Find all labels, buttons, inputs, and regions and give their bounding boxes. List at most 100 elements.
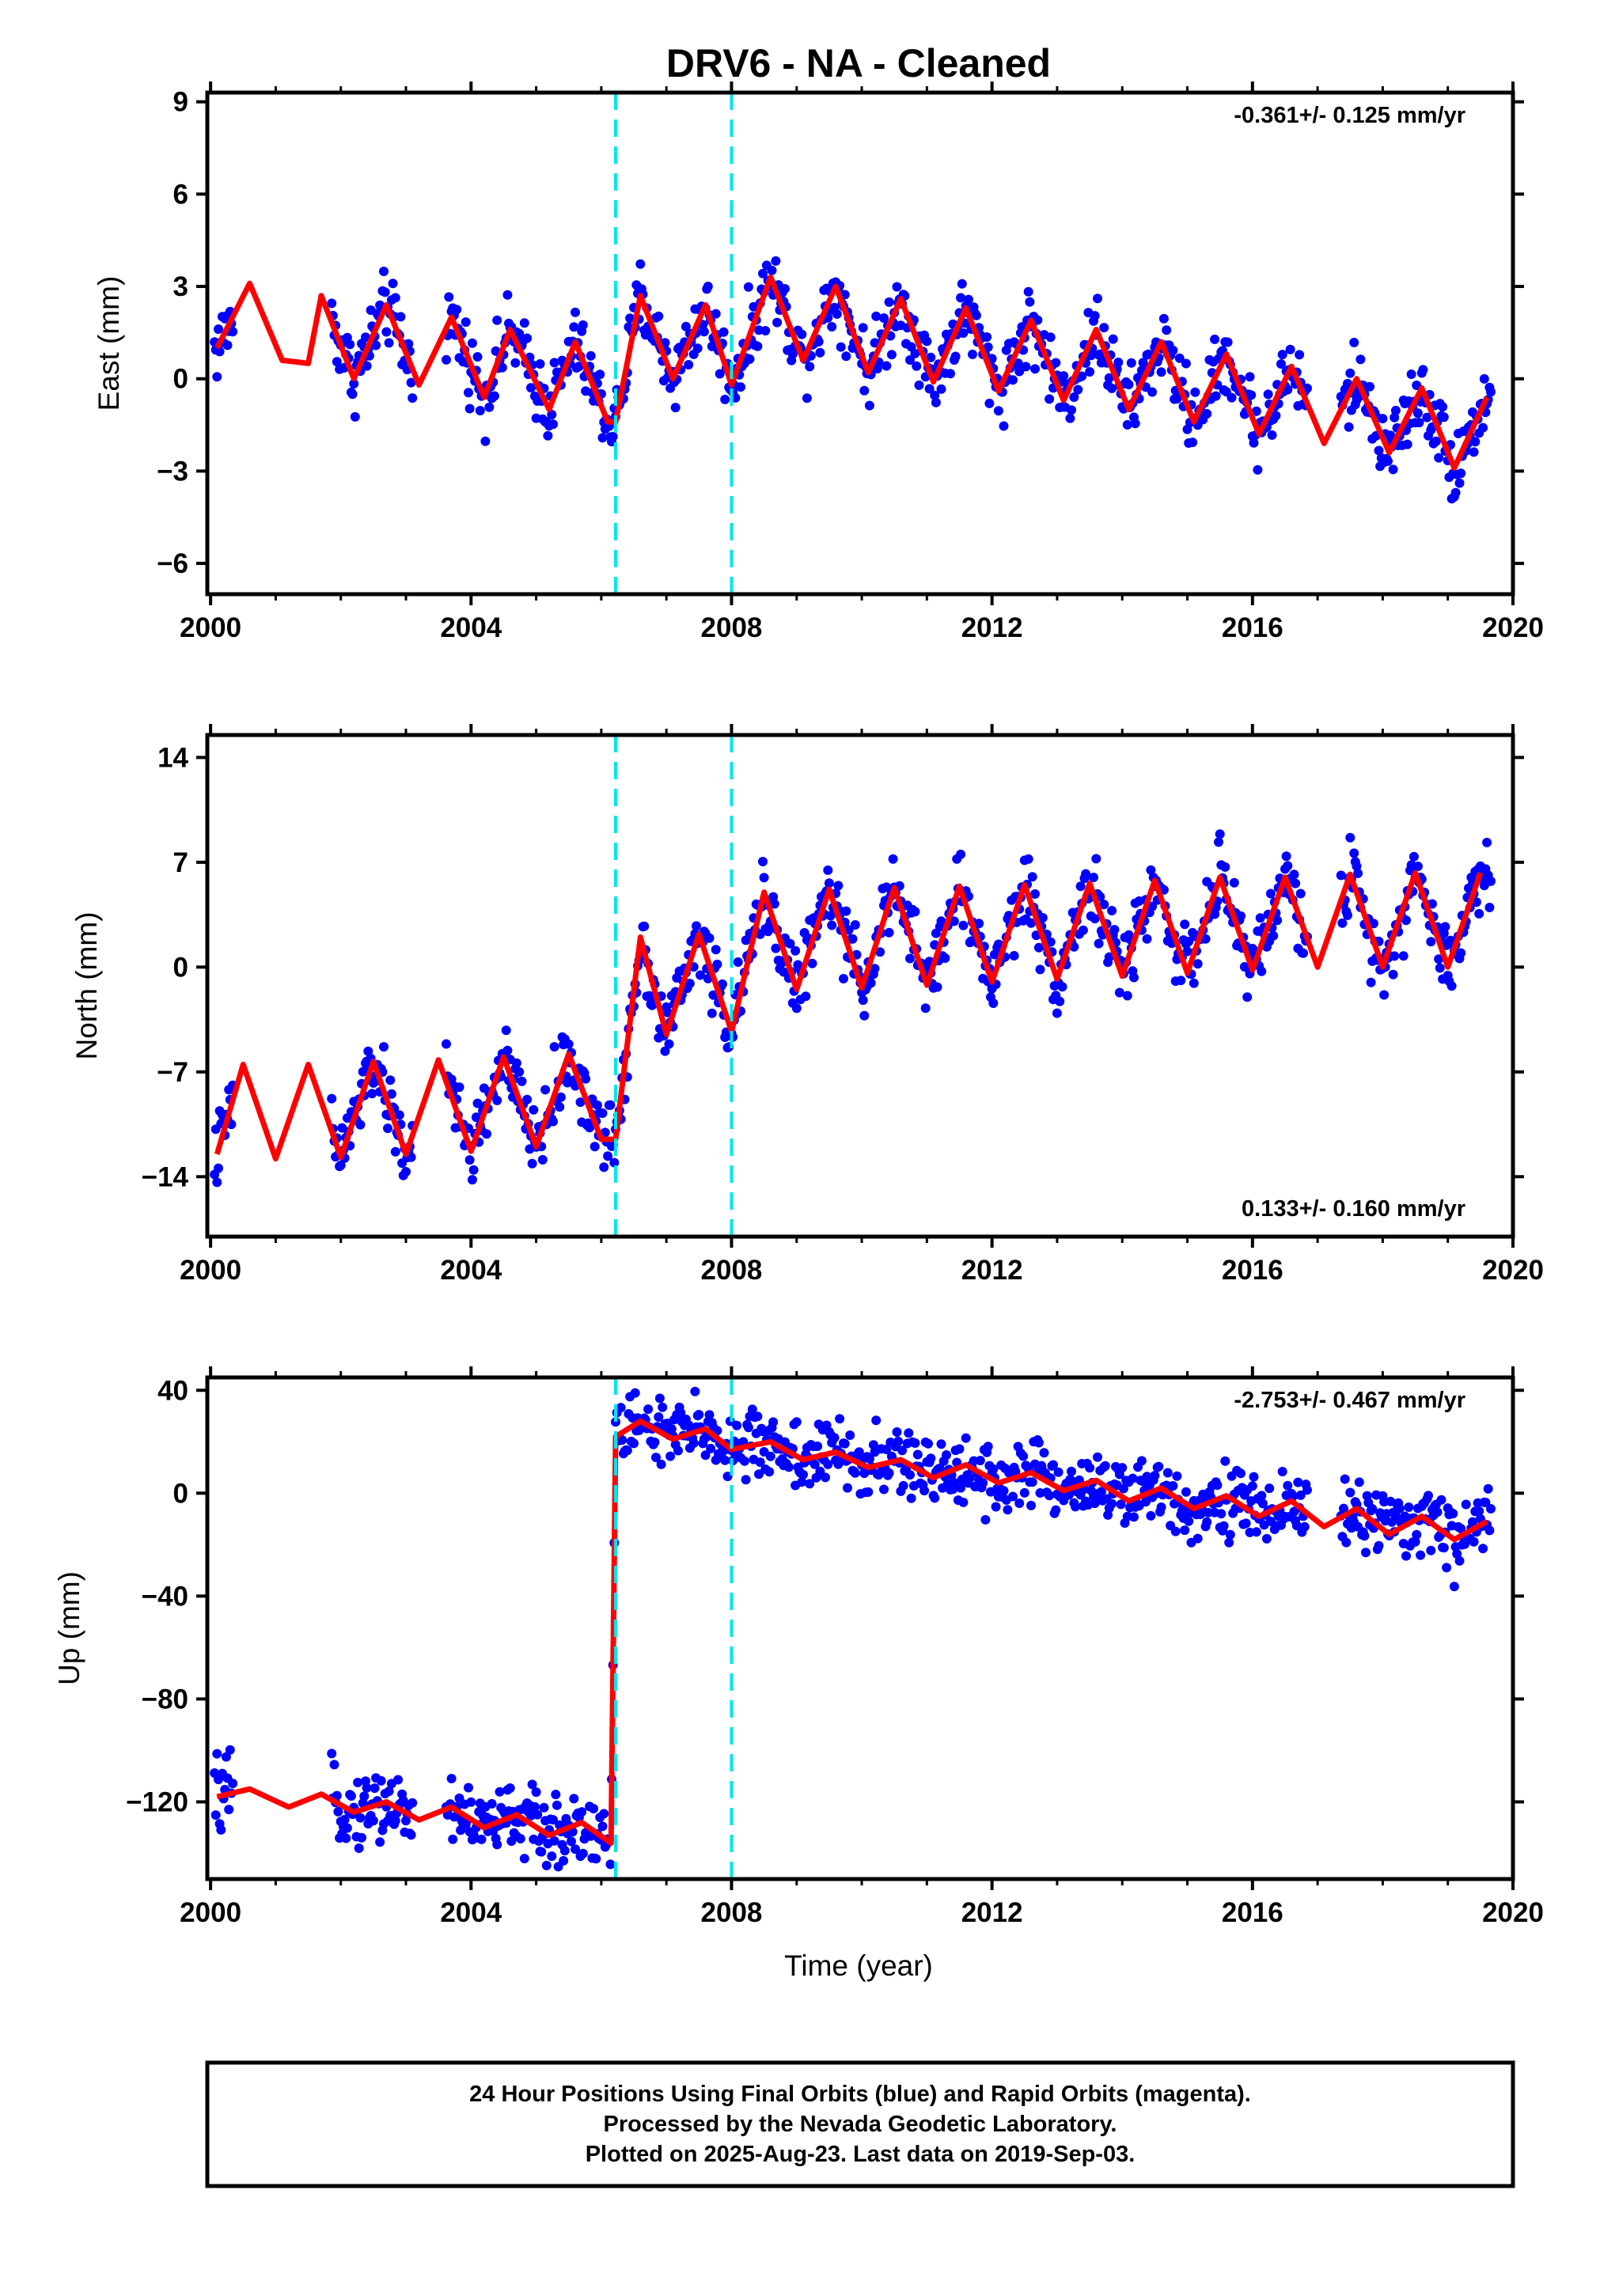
east-data-point	[892, 282, 902, 292]
east-data-point	[1486, 387, 1496, 397]
east-data-point	[1168, 345, 1178, 355]
up-data-point	[357, 1832, 366, 1843]
north-data-point	[875, 947, 885, 957]
east-data-point	[882, 361, 892, 371]
up-plot-frame	[205, 1375, 1515, 1881]
east-data-point	[228, 327, 238, 337]
up-data-point	[406, 1830, 416, 1840]
up-data-point	[840, 1438, 850, 1449]
north-data-point	[711, 945, 721, 955]
east-data-point	[1073, 385, 1083, 395]
up-data-point	[1277, 1467, 1287, 1476]
up-data-point	[978, 1478, 988, 1488]
north-data-point	[1200, 934, 1211, 944]
up-data-point	[1216, 1509, 1227, 1519]
up-data-point	[1439, 1543, 1449, 1553]
north-data-point	[522, 1094, 533, 1104]
up-x-tick-label: 2016	[1222, 1897, 1283, 1928]
up-data-point	[1302, 1485, 1312, 1495]
east-data-point	[1013, 358, 1023, 369]
up-data-point	[221, 1752, 231, 1762]
north-data-point	[1182, 946, 1192, 957]
up-data-point	[1039, 1448, 1049, 1458]
east-data-point	[1349, 337, 1359, 347]
east-data-point	[384, 338, 394, 348]
up-data-point	[863, 1487, 874, 1497]
up-data-point	[1128, 1473, 1138, 1483]
up-data-point	[329, 1760, 339, 1770]
up-data-point	[879, 1484, 889, 1495]
up-data-point	[768, 1417, 779, 1427]
up-data-point	[1449, 1582, 1459, 1592]
up-data-point	[850, 1468, 860, 1478]
east-data-point	[1251, 406, 1261, 416]
up-data-point	[975, 1456, 985, 1465]
east-data-point	[910, 348, 920, 358]
east-data-point	[571, 307, 580, 317]
east-data-point	[760, 326, 771, 335]
up-data-point	[605, 1859, 616, 1870]
north-data-point	[575, 1097, 586, 1108]
north-rate-label: 0.133+/- 0.160 mm/yr	[1242, 1196, 1465, 1222]
north-data-point	[791, 945, 801, 956]
east-data-point	[464, 404, 475, 414]
north-data-point	[501, 1025, 511, 1036]
east-data-point	[771, 256, 781, 266]
east-data-point	[1263, 389, 1273, 400]
up-axis-ticks: 2000 2004 2008 2012 2016 2020 −120 −80 −40 0 40	[126, 1366, 1544, 1928]
east-data-point	[984, 398, 995, 408]
up-data-point	[1339, 1503, 1348, 1514]
north-data-point	[1255, 913, 1265, 923]
north-x-tick-label: 2000	[180, 1255, 241, 1286]
east-data-point	[858, 323, 868, 333]
up-data-point	[1033, 1438, 1044, 1448]
east-data-point	[884, 297, 894, 307]
east-data-point	[1469, 447, 1479, 457]
east-x-tick-label: 2008	[701, 612, 763, 643]
north-data-point	[1055, 996, 1065, 1006]
up-data-point	[1478, 1544, 1488, 1554]
north-data-point	[1229, 877, 1239, 888]
up-data-point	[531, 1787, 541, 1798]
up-data-point	[821, 1472, 830, 1483]
north-data-point	[684, 979, 695, 989]
north-data-point	[704, 933, 715, 943]
up-data-point	[923, 1438, 933, 1449]
east-data-point	[461, 317, 471, 328]
up-data-point	[893, 1436, 904, 1446]
north-data-point	[785, 938, 795, 949]
north-data-point	[1090, 914, 1100, 924]
up-data-point	[1241, 1518, 1251, 1529]
up-data-point	[983, 1442, 993, 1452]
north-panel: 2000 2004 2008 2012 2016 2020 −14 −7 0 7 14 North …	[70, 724, 1544, 1286]
north-data-point	[1257, 966, 1267, 976]
east-data-point	[1276, 359, 1286, 369]
up-data-point	[547, 1851, 557, 1862]
north-data-point	[1265, 888, 1276, 899]
north-data-point	[1291, 878, 1301, 888]
north-data-point	[1122, 991, 1132, 1001]
north-data-point	[841, 906, 851, 916]
up-data-point	[1283, 1480, 1293, 1491]
up-data-point	[1048, 1460, 1058, 1470]
north-data-point	[597, 1108, 608, 1118]
east-data-point	[1021, 362, 1031, 372]
up-data-point	[805, 1479, 815, 1489]
up-data-point	[1394, 1503, 1405, 1514]
north-data-point	[1295, 888, 1306, 899]
up-data-point	[813, 1442, 823, 1451]
up-data-point	[1432, 1507, 1443, 1517]
east-data-point	[380, 287, 390, 297]
east-data-point	[1014, 366, 1025, 377]
chart-title: DRV6 - NA - Cleaned	[666, 41, 1051, 85]
north-data-point	[214, 1163, 223, 1173]
north-data-point	[1353, 868, 1363, 878]
north-data-point	[555, 1102, 565, 1112]
north-data-point	[707, 1008, 717, 1018]
footer-frame	[205, 2060, 1515, 2188]
up-x-tick-label: 2004	[440, 1897, 502, 1928]
up-data-point	[578, 1848, 588, 1858]
up-data-point	[599, 1809, 609, 1819]
north-data-point	[833, 881, 844, 891]
north-data-point	[386, 1089, 396, 1099]
